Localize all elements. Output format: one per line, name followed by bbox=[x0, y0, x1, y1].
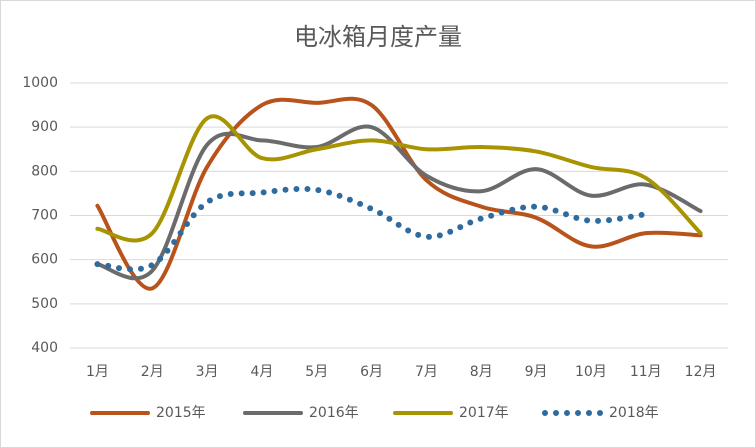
y-tick-label: 600 bbox=[31, 252, 58, 268]
x-tick-label: 6月 bbox=[360, 364, 383, 380]
x-tick-label: 9月 bbox=[525, 364, 548, 380]
x-tick-label: 3月 bbox=[196, 364, 219, 380]
x-tick-label: 4月 bbox=[250, 364, 273, 380]
x-tick-label: 11月 bbox=[630, 364, 662, 380]
y-tick-label: 400 bbox=[31, 340, 58, 356]
x-tick-label: 2月 bbox=[141, 364, 164, 380]
x-tick-label: 7月 bbox=[415, 364, 438, 380]
series-line bbox=[94, 185, 649, 273]
y-tick-label: 500 bbox=[31, 296, 58, 312]
legend-label: 2016年 bbox=[309, 405, 359, 421]
legend-label: 2018年 bbox=[609, 405, 659, 421]
chart-title: 电冰箱月度产量 bbox=[294, 23, 462, 51]
series-line bbox=[95, 124, 703, 281]
y-tick-label: 900 bbox=[31, 119, 58, 135]
x-tick-label: 5月 bbox=[305, 364, 328, 380]
y-tick-label: 1000 bbox=[22, 75, 58, 91]
x-tick-label: 8月 bbox=[470, 364, 493, 380]
legend-label: 2015年 bbox=[156, 405, 206, 421]
legend-label: 2017年 bbox=[459, 405, 509, 421]
x-tick-label: 12月 bbox=[685, 364, 717, 380]
x-tick-label: 1月 bbox=[86, 364, 109, 380]
y-tick-label: 800 bbox=[31, 163, 58, 179]
series-line bbox=[95, 114, 703, 243]
x-tick-label: 10月 bbox=[575, 364, 607, 380]
y-tick-label: 700 bbox=[31, 208, 58, 224]
